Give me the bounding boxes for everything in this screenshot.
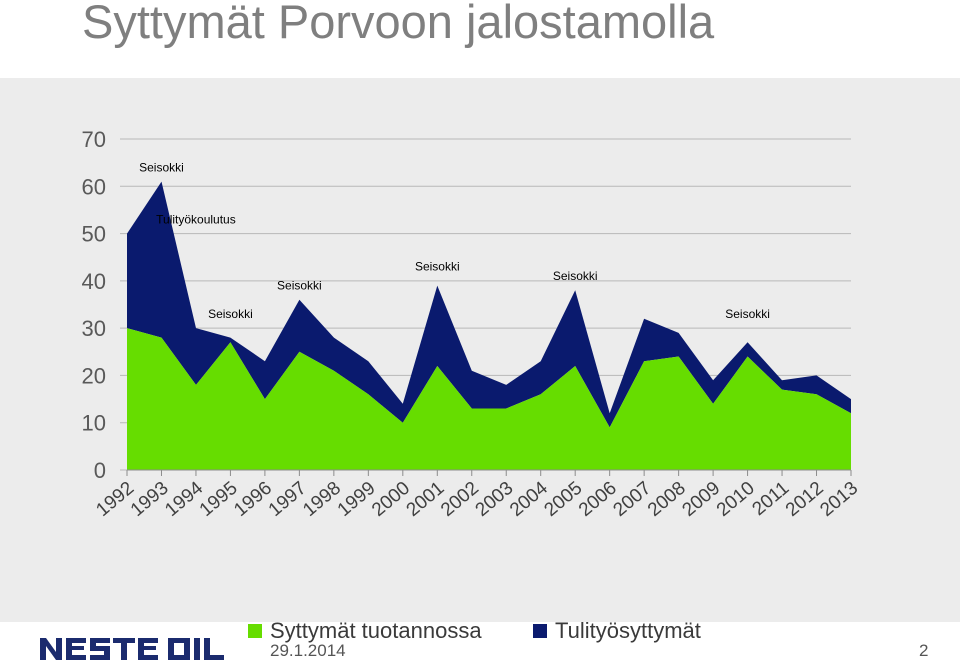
legend-swatch-production — [248, 624, 262, 638]
annotation-label: Seisokki — [725, 307, 770, 321]
page-title: Syttymät Porvoon jalostamolla — [82, 0, 715, 48]
y-tick-label: 20 — [82, 363, 106, 388]
series-area-production — [127, 328, 851, 470]
x-tick-label: 2004 — [506, 477, 552, 521]
y-tick-label: 70 — [82, 127, 106, 152]
x-tick-label: 2011 — [748, 478, 793, 520]
y-tick-label: 0 — [94, 458, 106, 483]
x-tick-label: 2008 — [644, 478, 690, 521]
neste-oil-logo — [40, 638, 224, 660]
x-tick-label: 2012 — [782, 478, 828, 521]
x-tick-label: 2013 — [816, 478, 862, 521]
annotation-label: Seisokki — [553, 269, 598, 283]
y-tick-label: 50 — [82, 222, 106, 247]
x-tick-label: 2007 — [609, 478, 655, 521]
x-tick-label: 2010 — [713, 478, 759, 521]
annotation-label: Seisokki — [415, 260, 460, 274]
legend-item-production: Syttymät tuotannossa — [248, 618, 482, 644]
annotation-label: Tulityökoulutus — [156, 212, 236, 226]
x-tick-label: 2000 — [368, 478, 414, 521]
y-tick-label: 60 — [82, 174, 106, 199]
annotation-label: Seisokki — [277, 279, 322, 293]
y-tick-label: 10 — [82, 411, 106, 436]
chart-panel: 0 10 20 30 40 50 60 70 1992 1993 1994 1995 1996 1997 1… — [0, 78, 960, 643]
x-tick-label: 2006 — [575, 478, 621, 521]
x-tick-label: 1999 — [334, 478, 380, 521]
x-tick-label: 1993 — [127, 478, 173, 521]
x-tick-label: 1994 — [161, 477, 207, 521]
x-tick-label: 2003 — [472, 478, 518, 521]
x-tick-label: 2001 — [403, 478, 449, 521]
x-tick-label: 1995 — [196, 478, 242, 521]
legend-swatch-hotwork — [533, 624, 547, 638]
legend-label-production: Syttymät tuotannossa — [270, 618, 482, 643]
y-tick-label: 40 — [82, 269, 106, 294]
x-tick-label: 2005 — [541, 478, 587, 521]
x-tick-label: 1996 — [230, 478, 276, 521]
x-tick-label: 2009 — [678, 478, 724, 521]
annotation-label: Seisokki — [208, 307, 253, 321]
stacked-area-chart: 0102030405060701992199319941995199619971… — [82, 127, 863, 521]
page-number: 2 — [919, 641, 929, 660]
legend-label-hotwork: Tulityösyttymät — [555, 618, 701, 643]
x-tick-label: 1998 — [299, 478, 345, 521]
footer-date: 29.1.2014 — [270, 641, 346, 660]
annotation-label: Seisokki — [139, 160, 184, 174]
series-area-hotwork — [127, 181, 851, 428]
y-tick-label: 30 — [82, 316, 106, 341]
legend-item-hotwork: Tulityösyttymät — [533, 618, 701, 644]
x-tick-label: 1992 — [92, 478, 138, 521]
x-tick-label: 2002 — [437, 478, 483, 521]
x-tick-label: 1997 — [265, 478, 311, 521]
